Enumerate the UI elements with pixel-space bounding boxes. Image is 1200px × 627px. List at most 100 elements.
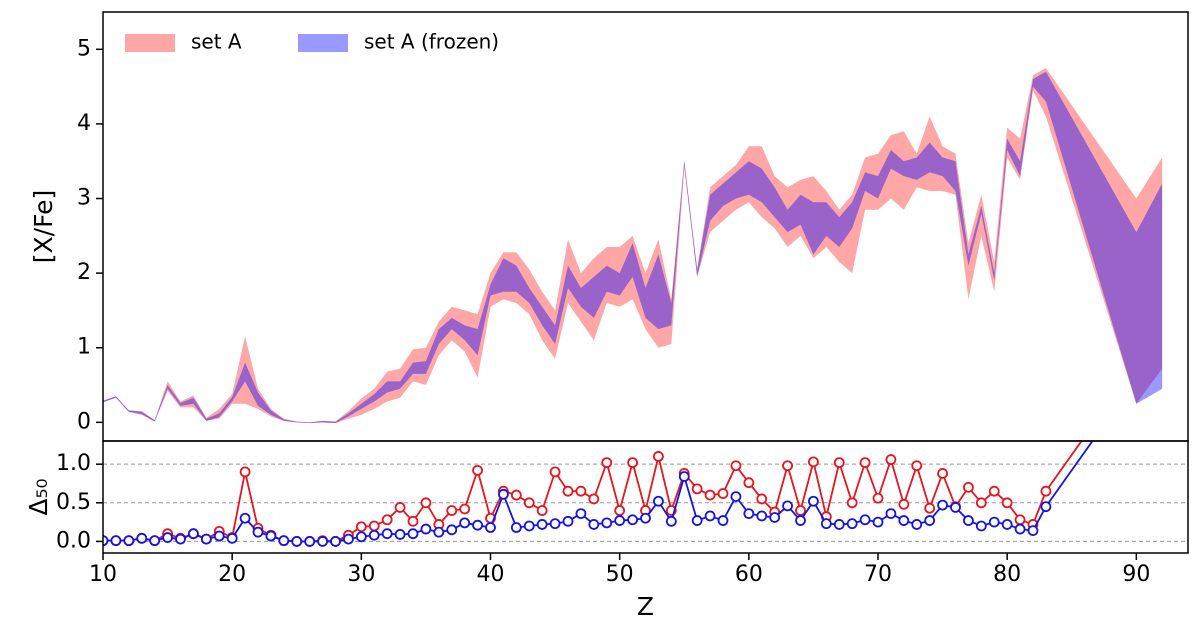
- marker: [975, 497, 987, 509]
- y-tick-label: 5: [77, 36, 91, 61]
- marker: [601, 457, 613, 469]
- marker: [149, 535, 161, 547]
- marker: [859, 514, 871, 526]
- band: [103, 71, 1163, 424]
- marker: [704, 489, 716, 501]
- marker: [459, 517, 471, 529]
- marker: [446, 524, 458, 536]
- y-tick-label: 3: [77, 186, 91, 211]
- marker: [833, 519, 845, 530]
- marker: [420, 497, 432, 509]
- marker: [963, 515, 974, 526]
- y-tick-label: 0.5: [56, 490, 91, 515]
- marker: [730, 460, 742, 472]
- marker: [820, 518, 832, 530]
- legend-swatch: [298, 34, 348, 52]
- marker: [898, 515, 910, 526]
- marker: [291, 536, 303, 547]
- data-layer: [103, 441, 1094, 547]
- marker: [885, 454, 897, 465]
- marker: [1040, 485, 1052, 497]
- marker: [665, 515, 677, 527]
- marker: [627, 457, 638, 469]
- x-tick-label: 80: [993, 562, 1021, 587]
- marker: [188, 528, 199, 540]
- line: [103, 441, 1083, 543]
- marker: [317, 536, 328, 547]
- marker: [872, 516, 884, 528]
- marker: [911, 519, 923, 530]
- marker: [510, 489, 522, 501]
- marker: [937, 499, 948, 511]
- marker: [808, 495, 819, 507]
- marker: [459, 503, 471, 515]
- marker: [394, 529, 406, 540]
- marker: [1014, 523, 1026, 535]
- marker: [123, 535, 135, 547]
- marker: [988, 485, 1000, 497]
- marker: [614, 505, 626, 516]
- x-tick-label: 70: [864, 562, 892, 587]
- x-tick-label: 50: [606, 562, 634, 587]
- marker: [381, 514, 393, 526]
- marker: [588, 519, 600, 530]
- y-axis-label: Δ₅₀: [24, 478, 53, 515]
- marker: [743, 477, 755, 489]
- x-tick-label: 20: [218, 562, 246, 587]
- marker: [175, 533, 186, 545]
- axes-frame: [102, 440, 1189, 554]
- y-tick-label: 1.0: [56, 451, 91, 476]
- marker: [278, 535, 290, 547]
- y-tick-label: 0.0: [56, 528, 91, 553]
- marker: [730, 491, 742, 503]
- marker: [562, 485, 574, 497]
- marker: [265, 530, 277, 542]
- marker: [433, 526, 445, 538]
- marker: [162, 532, 173, 543]
- marker: [885, 508, 897, 520]
- marker: [510, 522, 522, 533]
- legend-label: set A (frozen): [364, 30, 499, 54]
- marker: [988, 516, 1000, 528]
- marker: [239, 466, 251, 478]
- marker: [575, 508, 587, 520]
- marker: [653, 451, 664, 462]
- marker: [769, 512, 781, 523]
- marker: [1001, 519, 1013, 530]
- marker: [1027, 525, 1039, 536]
- line: [103, 441, 1094, 543]
- marker: [963, 481, 974, 493]
- marker: [1014, 514, 1026, 526]
- marker: [678, 471, 690, 482]
- marker: [200, 533, 212, 545]
- marker: [627, 514, 638, 526]
- top-panel: 0 1 2 3 4 5 [X/Fe] set A set A (frozen): [29, 11, 1189, 442]
- marker: [614, 515, 626, 526]
- y-tick-label: 1: [77, 335, 91, 360]
- marker: [937, 468, 948, 479]
- x-tick-label: 90: [1122, 562, 1150, 587]
- marker: [446, 505, 458, 516]
- marker: [394, 502, 406, 513]
- x-tick-label: 60: [735, 562, 763, 587]
- marker: [756, 493, 768, 505]
- marker: [782, 460, 793, 472]
- marker: [239, 512, 251, 524]
- marker: [691, 483, 703, 495]
- marker: [304, 536, 316, 547]
- marker: [859, 457, 871, 469]
- marker: [975, 520, 987, 532]
- marker: [1001, 497, 1013, 509]
- marker: [1040, 501, 1052, 513]
- bottom-panel: 0.0 0.5 1.0 10 20 30 40 50 60 70 80 90 Z Δ₅₀: [24, 440, 1189, 621]
- marker: [950, 502, 961, 513]
- marker: [103, 535, 109, 547]
- marker: [640, 512, 651, 524]
- axes-frame: [102, 11, 1189, 442]
- y-tick-label: 0: [77, 409, 91, 434]
- marker: [472, 464, 483, 476]
- marker: [756, 510, 768, 522]
- marker: [252, 526, 264, 538]
- marker: [355, 521, 367, 533]
